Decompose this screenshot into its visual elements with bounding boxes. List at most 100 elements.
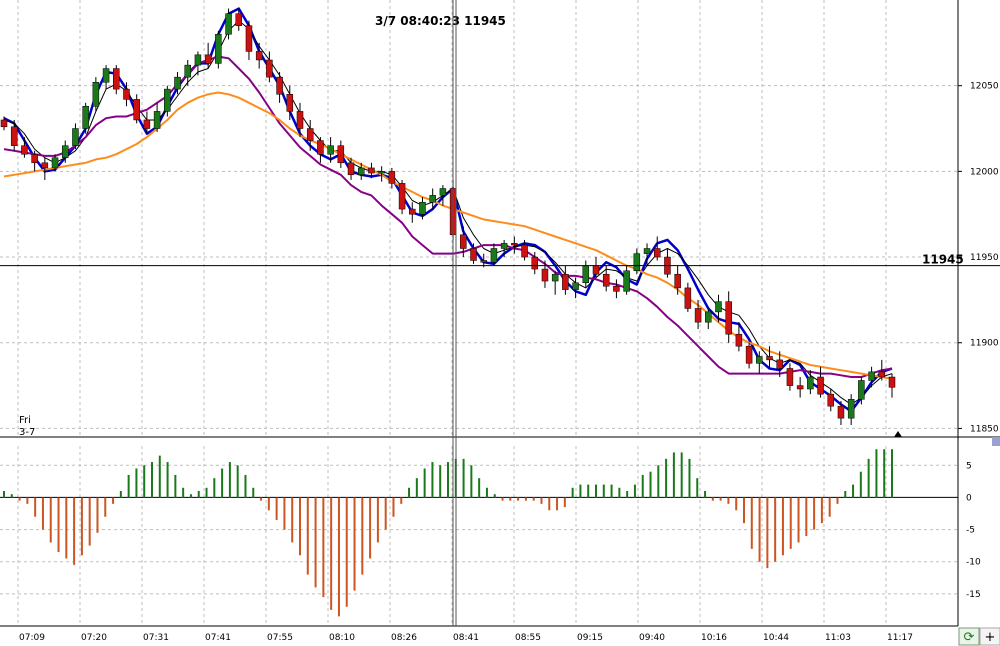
candle-body — [439, 188, 447, 196]
candle-body — [643, 248, 651, 254]
candle-body — [357, 167, 365, 176]
candle-body — [705, 311, 712, 323]
candle-body — [409, 208, 416, 215]
chart-controls: ⟳ + — [894, 431, 1000, 646]
candle-body — [613, 285, 620, 292]
candle-body — [776, 359, 783, 369]
x-tick-label: 11:17 — [887, 633, 913, 643]
candle-body — [511, 243, 518, 246]
oscillator-panel-grid — [0, 446, 958, 626]
y-tick-label: 0 — [966, 493, 972, 503]
candle-body — [582, 265, 590, 284]
x-tick-label: 11:03 — [825, 633, 851, 643]
candle-body — [388, 171, 396, 184]
candle-body — [786, 368, 794, 386]
candle-body — [174, 76, 181, 90]
candle-body — [194, 54, 202, 66]
candle-body — [592, 265, 600, 275]
candle-body — [113, 68, 120, 90]
candle-body — [725, 301, 732, 335]
candle-body — [837, 405, 845, 419]
candle-body — [378, 171, 385, 174]
candle-body — [41, 162, 49, 169]
candle-body — [184, 64, 191, 78]
candle-body — [317, 140, 324, 155]
candle-body — [715, 301, 722, 313]
moving-average-line — [3, 7, 893, 413]
candle-body — [756, 356, 763, 364]
candle-body — [143, 119, 151, 129]
candle-body — [745, 345, 753, 364]
candle-body — [460, 234, 467, 249]
candle-body — [766, 356, 773, 361]
candle-body — [204, 54, 212, 64]
y-tick-label: 5 — [966, 461, 972, 471]
candle-body — [31, 153, 38, 164]
candle-body — [245, 25, 253, 52]
candle-body — [551, 273, 559, 282]
candle-body — [398, 183, 406, 210]
y-tick-label: 12050 — [970, 82, 999, 92]
x-tick-label: 07:55 — [267, 633, 293, 643]
x-tick-label: 08:26 — [391, 633, 417, 643]
candle-body — [327, 145, 334, 155]
candle-body — [368, 167, 375, 174]
zoom-in-button[interactable] — [979, 627, 1000, 646]
y-tick-label: 11900 — [970, 339, 999, 349]
y-tick-label: 11850 — [970, 424, 999, 434]
candle-body — [868, 371, 875, 381]
candle-body — [51, 157, 59, 169]
candle-body — [82, 106, 89, 129]
plus-icon: + — [985, 630, 996, 645]
candle-body — [541, 268, 549, 282]
candle-body — [255, 51, 263, 61]
candle-body — [847, 399, 855, 419]
day-label-date: 3-7 — [19, 427, 35, 438]
x-tick-label: 09:15 — [577, 633, 603, 643]
candle-body — [796, 385, 804, 390]
candle-body — [276, 76, 283, 95]
refresh-icon: ⟳ — [964, 630, 975, 645]
candle-body — [215, 34, 222, 64]
candle-body — [10, 126, 18, 146]
candle-body — [296, 111, 304, 129]
candle-body — [817, 376, 824, 395]
x-tick-label: 07:20 — [81, 633, 107, 643]
cursor-time-price-label: 3/7 08:40:23 11945 — [375, 14, 506, 28]
panel-scale-button[interactable] — [992, 437, 1000, 446]
crosshair: 11945 — [0, 0, 1000, 626]
candle-body — [123, 88, 130, 100]
crosshair-price-label: 11945 — [922, 253, 964, 267]
y-tick-label: -5 — [966, 526, 975, 536]
candle-body — [888, 376, 896, 388]
y-tick-label: 12000 — [970, 167, 999, 177]
x-tick-label: 08:10 — [329, 633, 355, 643]
candle-body — [225, 13, 232, 35]
candle-body — [521, 244, 528, 258]
candle-body — [72, 128, 79, 146]
x-tick-label: 07:09 — [19, 633, 45, 643]
candle-body — [531, 256, 539, 270]
refresh-button[interactable] — [958, 627, 980, 646]
candle-body — [827, 393, 835, 407]
candle-body — [735, 333, 743, 347]
candle-body — [164, 88, 171, 112]
candle-body — [92, 82, 100, 107]
y-tick-label: -15 — [966, 590, 981, 600]
candle-body — [490, 248, 498, 263]
candle-body — [235, 13, 243, 26]
candle-body — [878, 371, 886, 378]
candle-body — [419, 201, 426, 215]
candle-body — [0, 119, 8, 128]
candle-body — [684, 287, 692, 309]
x-tick-label: 08:55 — [515, 633, 541, 643]
moving-average-line — [3, 55, 893, 378]
candle-body — [480, 260, 487, 263]
moving-average-line — [3, 91, 893, 380]
candle-body — [623, 270, 630, 292]
y-tick-label: 11950 — [970, 253, 999, 263]
x-tick-label: 09:40 — [639, 633, 665, 643]
chart-labels: 3/7 08:40:23 11945 Fri 3-7 — [19, 14, 506, 438]
candle-body — [572, 282, 579, 290]
